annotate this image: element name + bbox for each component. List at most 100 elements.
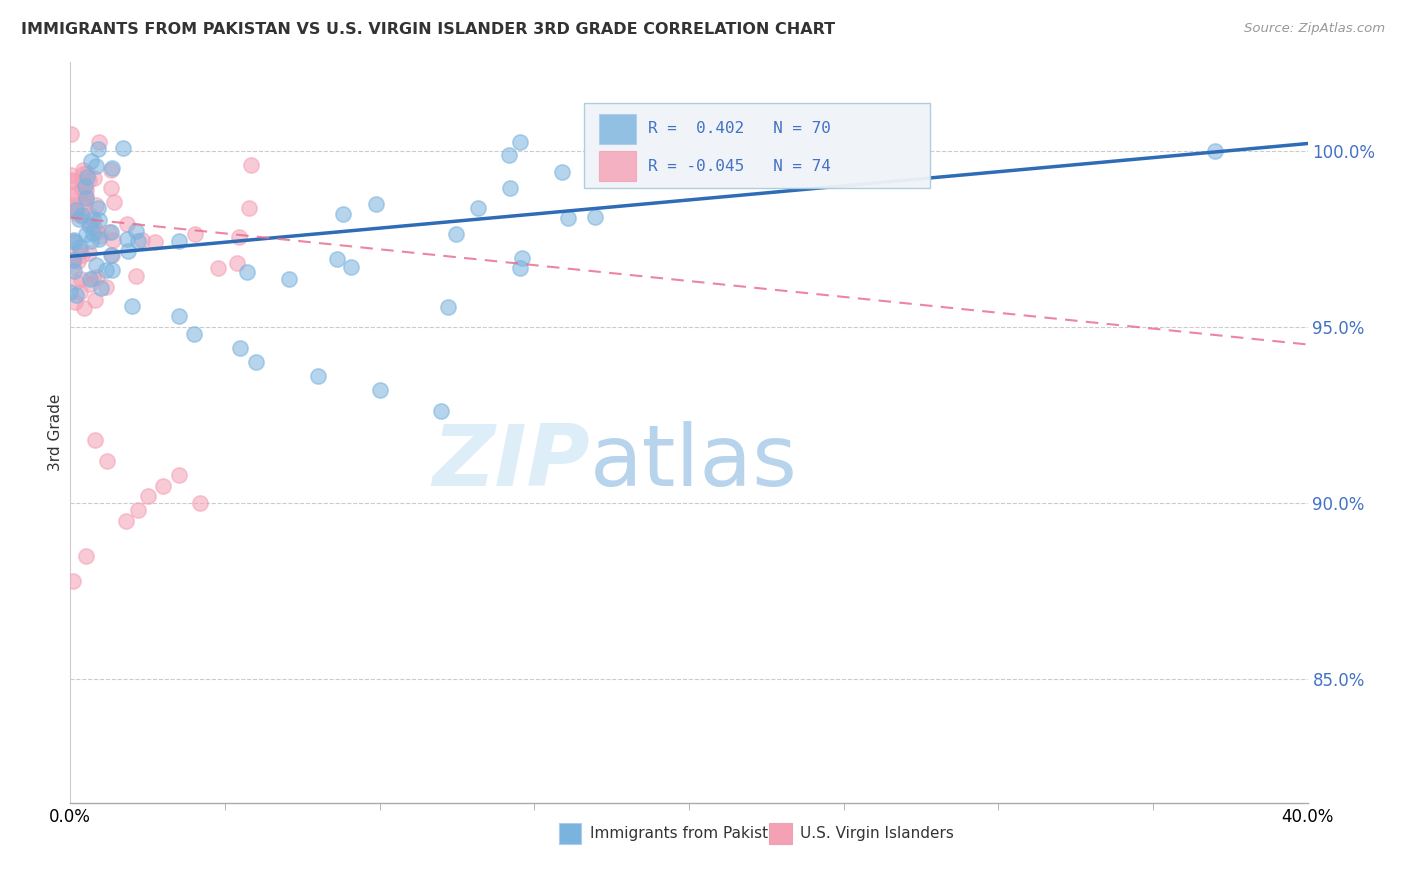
Point — [60, 249, 83, 263]
Point — [75, 227, 97, 242]
Point — [136, 489, 159, 503]
Point — [63, 294, 86, 309]
Point — [83, 219, 105, 234]
Point — [100, 225, 122, 239]
Point — [76, 169, 98, 184]
Point — [67, 211, 90, 226]
Point — [307, 369, 329, 384]
Point — [125, 268, 148, 283]
Point — [79, 208, 101, 222]
Point — [70, 174, 93, 188]
Point — [100, 180, 122, 194]
Point — [184, 227, 207, 241]
Point — [117, 217, 139, 231]
Point — [111, 141, 134, 155]
Point — [183, 326, 205, 341]
Point — [509, 261, 531, 276]
Point — [115, 232, 138, 246]
Point — [207, 260, 229, 275]
Point — [89, 136, 111, 150]
Point — [551, 165, 574, 179]
Point — [152, 478, 174, 492]
Point — [89, 229, 111, 244]
Point — [444, 227, 467, 241]
Point — [131, 234, 153, 248]
Point — [340, 260, 363, 274]
Text: IMMIGRANTS FROM PAKISTAN VS U.S. VIRGIN ISLANDER 3RD GRADE CORRELATION CHART: IMMIGRANTS FROM PAKISTAN VS U.S. VIRGIN … — [21, 22, 835, 37]
Point — [103, 194, 125, 209]
Text: atlas: atlas — [591, 421, 799, 504]
Point — [60, 189, 83, 203]
Point — [245, 355, 267, 369]
Point — [229, 341, 252, 355]
Point — [143, 235, 166, 250]
Point — [62, 260, 84, 274]
Text: R =  0.402   N = 70: R = 0.402 N = 70 — [648, 120, 831, 136]
Point — [368, 384, 391, 398]
Point — [62, 198, 84, 212]
FancyBboxPatch shape — [583, 103, 931, 188]
Point — [87, 142, 110, 156]
Point — [278, 272, 301, 286]
Point — [167, 310, 190, 324]
Point — [80, 218, 103, 232]
Point — [510, 251, 533, 265]
Text: Immigrants from Pakistan: Immigrants from Pakistan — [591, 826, 787, 840]
Point — [101, 248, 124, 262]
Point — [65, 275, 87, 289]
Point — [84, 258, 107, 272]
Point — [167, 467, 190, 482]
Point — [557, 211, 579, 225]
Point — [75, 192, 97, 206]
Point — [100, 163, 122, 178]
Point — [73, 179, 96, 194]
Point — [86, 270, 108, 285]
Point — [115, 514, 138, 528]
Point — [121, 299, 143, 313]
Point — [59, 285, 82, 299]
Point — [75, 183, 97, 197]
Point — [77, 173, 100, 187]
Point — [94, 280, 117, 294]
Point — [62, 252, 84, 267]
Point — [188, 496, 211, 510]
Point — [70, 248, 93, 262]
Point — [101, 233, 124, 247]
Point — [80, 153, 103, 168]
Point — [72, 182, 94, 196]
FancyBboxPatch shape — [599, 114, 636, 144]
Point — [75, 549, 97, 563]
Point — [63, 263, 86, 277]
Point — [65, 203, 87, 218]
Point — [90, 281, 112, 295]
Point — [69, 244, 91, 258]
Point — [63, 253, 86, 268]
Point — [97, 226, 120, 240]
Text: U.S. Virgin Islanders: U.S. Virgin Islanders — [800, 826, 955, 840]
Point — [72, 162, 94, 177]
Point — [59, 127, 82, 141]
Point — [100, 248, 122, 262]
Point — [87, 232, 110, 246]
Point — [69, 285, 91, 300]
Point — [430, 404, 453, 418]
Point — [65, 187, 87, 202]
Point — [69, 239, 91, 253]
Point — [59, 169, 82, 183]
Point — [65, 235, 87, 249]
Point — [84, 293, 107, 307]
Point — [238, 201, 260, 215]
Point — [583, 210, 606, 224]
Point — [60, 172, 83, 186]
Point — [89, 212, 111, 227]
Point — [76, 166, 98, 180]
Point — [70, 272, 93, 286]
Point — [84, 197, 107, 211]
Point — [332, 207, 354, 221]
Point — [101, 263, 124, 277]
Point — [87, 201, 110, 215]
Point — [59, 202, 82, 216]
Point — [326, 252, 349, 267]
Point — [167, 234, 190, 248]
Text: R = -0.045   N = 74: R = -0.045 N = 74 — [648, 159, 831, 174]
